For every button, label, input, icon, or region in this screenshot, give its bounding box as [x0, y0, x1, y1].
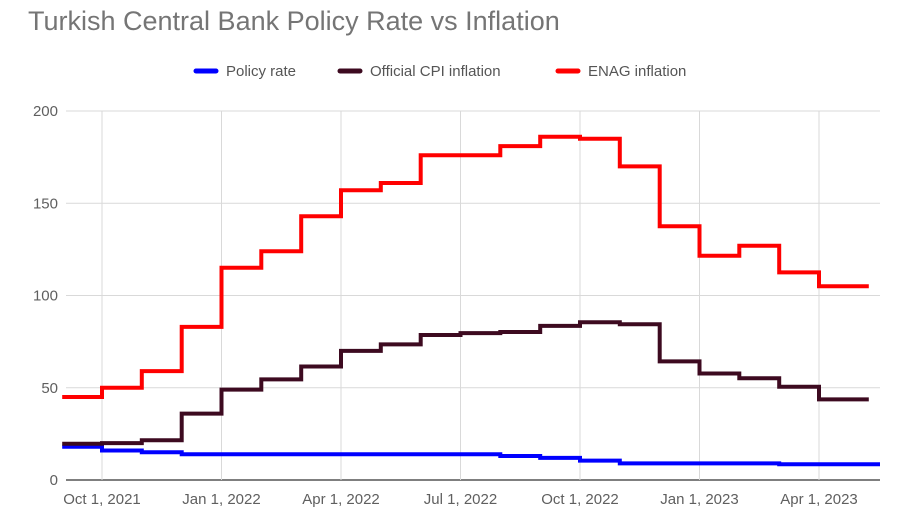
series-lines — [62, 134, 880, 467]
x-axis-ticks: Oct 1, 2021 Jan 1, 2022 Apr 1, 2022 Jul 1, … — [63, 491, 858, 508]
series-line-policy-rate — [62, 444, 880, 467]
x-tick-label: Apr 1, 2023 — [780, 491, 858, 508]
x-tick-label: Jan 1, 2023 — [660, 491, 738, 508]
y-tick-label: 150 — [33, 195, 58, 212]
x-tick-label: Jan 1, 2022 — [182, 491, 260, 508]
legend-label: Official CPI inflation — [370, 63, 501, 80]
legend-label: ENAG inflation — [588, 63, 686, 80]
legend-label: Policy rate — [226, 63, 296, 80]
gridlines — [66, 110, 880, 481]
legend[interactable]: Policy rate Official CPI inflation ENAG in… — [193, 63, 686, 80]
chart-title: Turkish Central Bank Policy Rate vs Infl… — [28, 6, 560, 36]
x-tick-label: Apr 1, 2022 — [302, 491, 380, 508]
y-axis-ticks: 0 50 100 150 200 — [33, 103, 58, 489]
series-line-enag-inflation — [62, 134, 869, 399]
x-tick-label: Oct 1, 2022 — [541, 491, 619, 508]
y-tick-label: 100 — [33, 288, 58, 305]
x-tick-label: Oct 1, 2021 — [63, 491, 141, 508]
x-tick-label: Jul 1, 2022 — [424, 491, 497, 508]
series-line-official-cpi-inflation — [62, 320, 869, 446]
y-tick-label: 200 — [33, 103, 58, 120]
y-tick-label: 0 — [50, 472, 58, 489]
y-tick-label: 50 — [41, 380, 58, 397]
